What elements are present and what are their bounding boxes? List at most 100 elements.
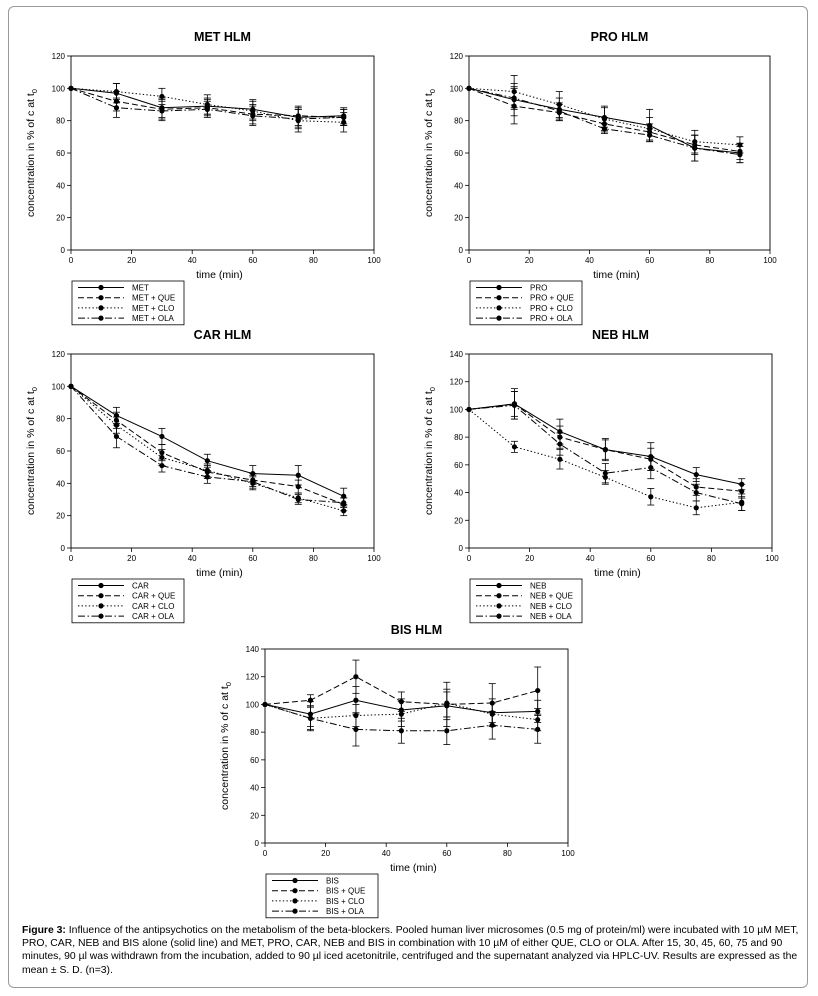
data-point — [159, 433, 165, 440]
series-dashed — [466, 391, 746, 499]
chart-title: BIS HLM — [391, 623, 442, 637]
legend-entry: BIS + CLO — [326, 897, 364, 906]
series-dashdot — [466, 85, 744, 164]
y-axis-label-text: concentration in % of c at t — [25, 93, 37, 217]
x-tick-label: 80 — [705, 256, 714, 265]
x-tick-label: 60 — [646, 554, 655, 563]
data-point — [466, 406, 472, 413]
y-tick-label: 40 — [56, 181, 65, 190]
x-tick-label: 20 — [525, 256, 534, 265]
x-axis-label: time (min) — [196, 269, 243, 281]
data-point — [693, 505, 699, 511]
data-point — [648, 465, 654, 471]
legend-box — [469, 280, 583, 326]
x-tick-label: 60 — [442, 849, 451, 858]
y-axis-label-subscript: 0 — [30, 89, 39, 93]
y-axis-label-subscript: 0 — [224, 682, 233, 686]
data-point — [341, 500, 347, 506]
y-tick-label: 120 — [52, 350, 66, 359]
series-dashdot — [466, 391, 746, 511]
data-point — [511, 402, 518, 408]
legend-entry: MET + OLA — [132, 314, 175, 323]
legend-marker — [98, 582, 104, 589]
legend-box — [71, 280, 185, 326]
x-tick-label: 20 — [127, 256, 136, 265]
data-point — [692, 145, 698, 151]
series-solid — [262, 686, 542, 727]
data-point — [113, 433, 120, 440]
y-tick-label: 60 — [454, 149, 463, 158]
legend-box — [71, 578, 185, 624]
data-point — [602, 470, 608, 476]
legend-entry: PRO + CLO — [530, 304, 573, 313]
x-tick-label: 0 — [467, 554, 472, 563]
data-point — [295, 483, 301, 490]
legend-marker — [292, 877, 298, 884]
data-point — [295, 116, 301, 122]
y-axis-label-text: concentration in % of c at t — [423, 93, 435, 217]
series-line — [70, 385, 344, 504]
series-line — [70, 385, 344, 505]
data-point — [444, 700, 450, 706]
plot-frame — [70, 353, 375, 549]
x-tick-label: 0 — [69, 554, 74, 563]
chart-panel-bis: BIS HLM 0 20 40 60 80 100 120 140 0 20 40 60 80 100 tim… — [219, 623, 575, 919]
y-axis-label-subscript: 0 — [428, 387, 437, 391]
y-tick-label: 20 — [454, 516, 463, 525]
y-tick-label: 40 — [454, 181, 463, 190]
legend-entry: BIS — [326, 877, 339, 886]
data-point — [557, 456, 563, 462]
data-point — [341, 508, 347, 514]
y-tick-label: 140 — [246, 645, 260, 654]
y-axis-label-text: concentration in % of c at t — [423, 391, 435, 515]
y-axis-label: concentration in % of c at t0 — [25, 387, 39, 515]
chart-title: PRO HLM — [591, 30, 649, 44]
y-tick-label: 120 — [246, 673, 260, 682]
data-point — [250, 113, 256, 119]
data-point — [159, 462, 165, 469]
data-point — [511, 95, 517, 101]
legend-entry: NEB + CLO — [530, 602, 572, 611]
legend-entry: NEB — [530, 582, 546, 591]
x-tick-label: 80 — [309, 554, 318, 563]
data-point — [556, 108, 562, 114]
figure-caption: Figure 3: Influence of the antipsychotic… — [22, 924, 800, 977]
y-axis-label: concentration in % of c at t0 — [423, 387, 437, 515]
data-point — [204, 474, 210, 480]
y-axis-label-text: concentration in % of c at t — [25, 391, 37, 515]
legend-marker — [98, 284, 104, 291]
data-point — [307, 697, 314, 703]
data-point — [295, 496, 301, 503]
legend-entry: PRO + QUE — [530, 294, 574, 303]
x-tick-label: 20 — [127, 554, 136, 563]
legend-marker — [496, 284, 502, 291]
data-point — [307, 715, 314, 721]
series-dashdot — [68, 383, 348, 508]
x-tick-label: 100 — [763, 256, 777, 265]
x-axis-label: time (min) — [594, 567, 641, 579]
y-tick-label: 0 — [459, 544, 464, 553]
y-axis-label-text: concentration in % of c at t — [219, 686, 231, 810]
x-tick-label: 20 — [321, 849, 330, 858]
figure-frame — [8, 6, 808, 988]
legend-box — [469, 578, 583, 624]
data-point — [353, 726, 359, 732]
data-point — [466, 85, 472, 91]
data-point — [511, 444, 518, 450]
y-tick-label: 80 — [56, 415, 65, 424]
x-axis-label: time (min) — [390, 862, 437, 874]
data-point — [648, 494, 654, 500]
caption-label: Figure 3: — [22, 925, 66, 936]
y-axis-label: concentration in % of c at t0 — [423, 89, 437, 217]
legend-entry: MET — [132, 284, 149, 293]
x-tick-label: 60 — [645, 256, 654, 265]
y-tick-label: 40 — [454, 489, 463, 498]
data-point — [601, 116, 608, 122]
legend-marker — [98, 613, 104, 619]
legend-marker — [98, 603, 104, 609]
y-tick-label: 120 — [52, 52, 66, 61]
y-tick-label: 120 — [450, 52, 464, 61]
chart-panel-car: CAR HLM 0 20 40 60 80 100 120 0 20 40 60 80 100 time (… — [25, 328, 381, 624]
y-axis-label: concentration in % of c at t0 — [25, 89, 39, 217]
